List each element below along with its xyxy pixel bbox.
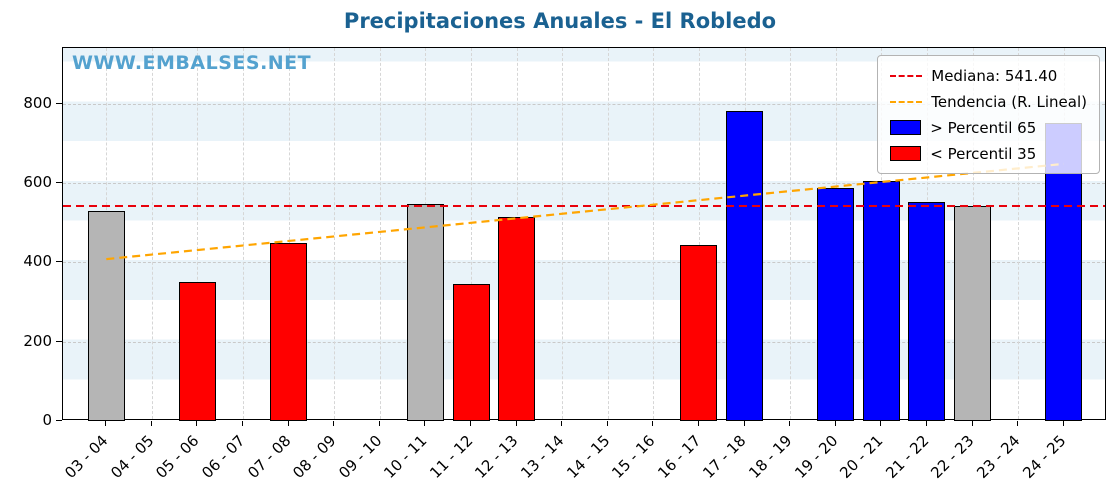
x-tick-label-text: 08 - 09	[289, 431, 340, 482]
below-p35-swatch	[890, 146, 922, 161]
gridline-horizontal	[63, 182, 1105, 184]
x-tick	[515, 421, 517, 426]
y-tick-label: 400	[23, 252, 52, 271]
legend-label-median: Mediana: 541.40	[931, 66, 1058, 85]
y-tick	[56, 181, 62, 183]
bar	[862, 180, 900, 421]
bar	[498, 216, 536, 421]
x-tick	[242, 421, 244, 426]
x-tick	[743, 421, 745, 426]
x-tick	[470, 421, 472, 426]
legend-item-median: Mediana: 541.40	[890, 64, 1087, 87]
gridline-vertical	[379, 48, 381, 419]
bar	[452, 284, 490, 421]
bar	[954, 205, 991, 421]
gridline-vertical	[607, 48, 609, 419]
x-tick-label-text: 20 - 21	[836, 431, 887, 482]
above-p65-swatch	[890, 120, 922, 135]
x-tick-label-text: 09 - 10	[334, 431, 386, 482]
y-tick-label: 600	[23, 172, 52, 191]
bar	[726, 111, 764, 421]
x-tick	[424, 421, 426, 426]
x-tick	[333, 421, 335, 426]
gridline-vertical	[790, 48, 792, 419]
median-line	[63, 205, 1105, 208]
x-tick-label-text: 21 - 22	[881, 431, 933, 482]
legend: Mediana: 541.40 Tendencia (R. Lineal) > …	[877, 55, 1100, 174]
y-tick-label: 800	[23, 93, 52, 112]
y-tick	[56, 340, 62, 342]
bar	[817, 187, 855, 421]
gridline-vertical	[151, 48, 153, 419]
median-line-swatch	[890, 74, 923, 77]
x-tick-label-text: 24 - 25	[1018, 431, 1070, 482]
x-tick-label-text: 14 - 15	[562, 431, 614, 482]
x-tick-label-text: 23 - 24	[973, 431, 1024, 482]
y-tick	[56, 420, 62, 421]
bar	[908, 201, 946, 421]
legend-item-above-p65: > Percentil 65	[890, 116, 1087, 139]
bar	[178, 282, 216, 421]
x-tick	[1017, 421, 1019, 426]
x-tick-label-text: 03 - 04	[61, 431, 112, 482]
bar	[270, 243, 308, 421]
x-tick	[697, 421, 699, 426]
legend-item-trend: Tendencia (R. Lineal)	[890, 90, 1087, 113]
x-tick	[606, 421, 608, 426]
gridline-horizontal	[63, 103, 1105, 105]
x-tick	[1062, 421, 1064, 426]
trend-line-swatch	[890, 100, 923, 103]
y-tick-label: 0	[42, 411, 52, 429]
x-tick	[789, 421, 791, 426]
gridline-vertical	[653, 48, 655, 419]
x-tick-label-text: 06 - 07	[198, 431, 249, 482]
x-tick	[971, 421, 973, 426]
x-tick-label-text: 22 - 23	[927, 431, 978, 482]
x-tick-label-text: 07 - 08	[243, 431, 295, 482]
x-tick	[150, 421, 152, 426]
x-tick-label-text: 13 - 14	[517, 431, 568, 482]
chart-title: Precipitaciones Anuales - El Robledo	[343, 9, 777, 33]
x-tick-label-text: 05 - 06	[152, 431, 203, 482]
legend-item-below-p35: < Percentil 35	[890, 142, 1087, 165]
legend-label-above-p65: > Percentil 65	[930, 118, 1037, 137]
x-tick-label-text: 04 - 05	[106, 431, 158, 482]
x-tick-label-text: 17 - 18	[699, 431, 750, 482]
y-tick	[56, 102, 62, 104]
x-tick	[378, 421, 380, 426]
x-tick-label-text: 16 - 17	[654, 431, 705, 482]
x-tick	[287, 421, 289, 426]
gridline-vertical	[562, 48, 564, 419]
x-tick	[652, 421, 654, 426]
x-tick	[880, 421, 882, 426]
y-tick-label: 200	[23, 331, 52, 350]
legend-label-below-p35: < Percentil 35	[930, 144, 1037, 163]
x-tick	[196, 421, 198, 426]
x-tick	[925, 421, 927, 426]
y-tick	[56, 261, 62, 263]
x-tick	[105, 421, 107, 426]
x-tick-label-text: 12 - 13	[471, 431, 522, 482]
gridline-horizontal	[63, 262, 1105, 264]
bar	[406, 203, 444, 421]
gridline-vertical	[243, 48, 245, 419]
x-tick-label-text: 11 - 12	[426, 431, 477, 482]
x-tick	[834, 421, 836, 426]
gridline-vertical	[334, 48, 336, 419]
watermark: WWW.EMBALSES.NET	[72, 52, 312, 74]
bar	[680, 245, 718, 421]
legend-label-trend: Tendencia (R. Lineal)	[931, 92, 1087, 111]
x-tick-label-text: 18 - 19	[745, 431, 796, 482]
x-tick	[561, 421, 563, 426]
x-tick-label-text: 10 - 11	[380, 431, 431, 482]
x-tick-label-text: 19 - 20	[790, 431, 842, 482]
gridline-horizontal	[63, 341, 1105, 343]
bar	[87, 210, 125, 421]
x-tick-label-text: 15 - 16	[608, 431, 659, 482]
